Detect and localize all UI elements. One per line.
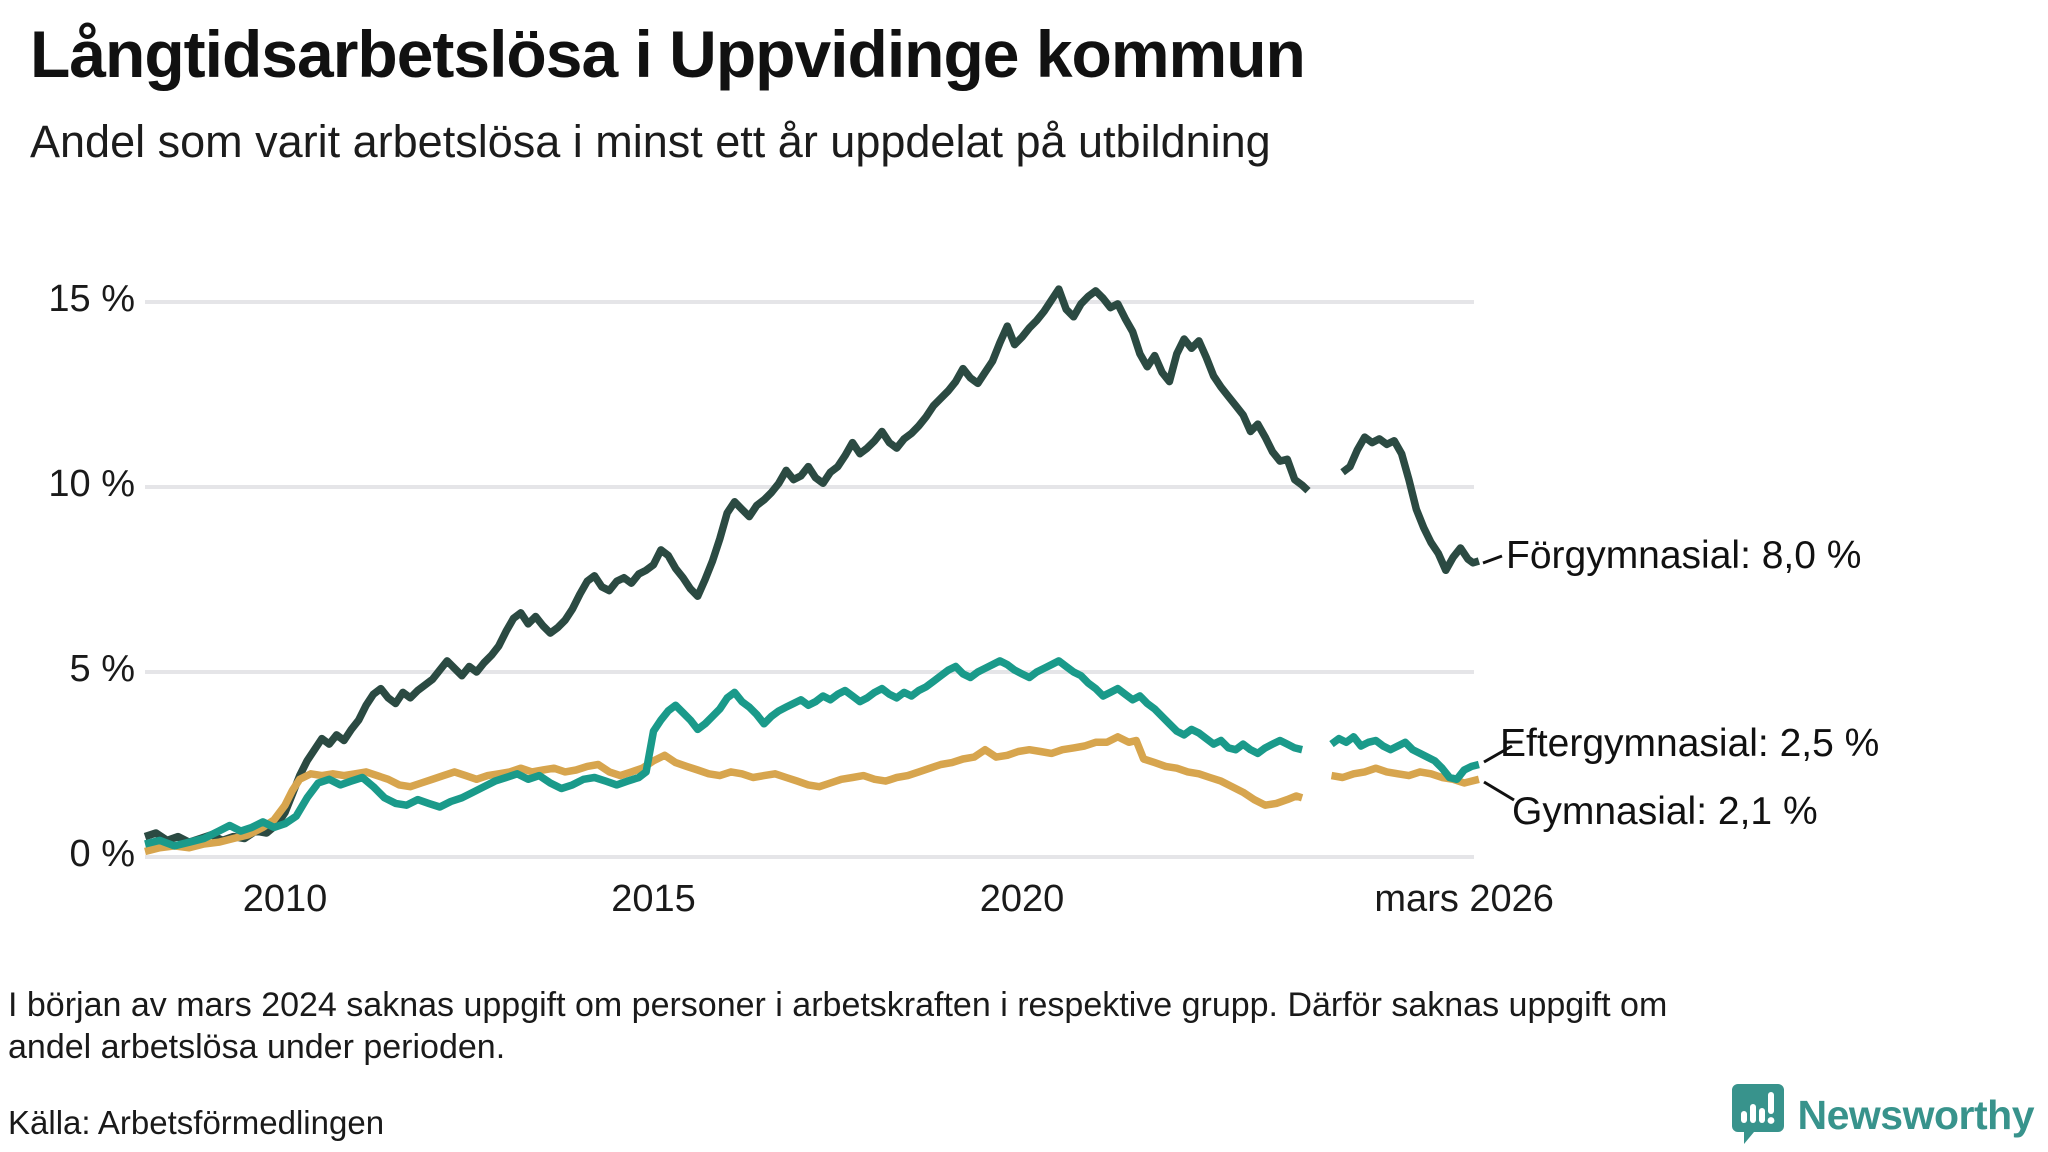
series-end-label-gymnasial: Gymnasial: 2,1 % xyxy=(1512,790,1818,833)
connector-forgymnasial xyxy=(1482,554,1503,565)
connector-gymnasial xyxy=(1483,780,1515,802)
series-end-label-eftergymnasial: Eftergymnasial: 2,5 % xyxy=(1500,722,1880,765)
label-connectors xyxy=(1482,554,1515,802)
footnote-line2: andel arbetslösa under perioden. xyxy=(8,1028,506,1066)
chart-title: Långtidsarbetslösa i Uppvidinge kommun xyxy=(30,17,1306,91)
series-end-label-forgymnasial: Förgymnasial: 8,0 % xyxy=(1506,534,1862,577)
y-tick-label: 5 % xyxy=(69,648,135,690)
series-line-gymnasial xyxy=(1330,764,1480,787)
y-tick-label: 0 % xyxy=(69,833,135,875)
y-tick-label: 10 % xyxy=(48,463,135,505)
newsworthy-logo-text: Newsworthy xyxy=(1797,1092,2035,1138)
newsworthy-logo-icon xyxy=(1730,1082,1786,1149)
gridlines xyxy=(145,300,1474,859)
newsworthy-logo: Newsworthy xyxy=(1730,1082,2035,1149)
source-text: Källa: Arbetsförmedlingen xyxy=(8,1104,385,1141)
y-tick-label: 15 % xyxy=(48,278,135,320)
series-line-gymnasial xyxy=(144,733,1304,856)
connector-eftergymnasial xyxy=(1483,744,1513,764)
x-tick-label: 2020 xyxy=(979,878,1065,920)
series-line-eftergymnasial xyxy=(144,657,1303,850)
series-lines xyxy=(143,285,1480,856)
x-tick-label: 2015 xyxy=(611,878,696,920)
series-line-förgymnasial xyxy=(1340,433,1480,575)
x-tick-label: 2010 xyxy=(242,878,328,920)
chart-subtitle: Andel som varit arbetslösa i minst ett å… xyxy=(30,116,1271,167)
footnote-line1: I början av mars 2024 saknas uppgift om … xyxy=(8,986,1668,1024)
series-line-förgymnasial xyxy=(143,285,1311,846)
series-line-eftergymnasial xyxy=(1329,733,1480,784)
x-tick-label: mars 2026 xyxy=(1374,878,1554,920)
